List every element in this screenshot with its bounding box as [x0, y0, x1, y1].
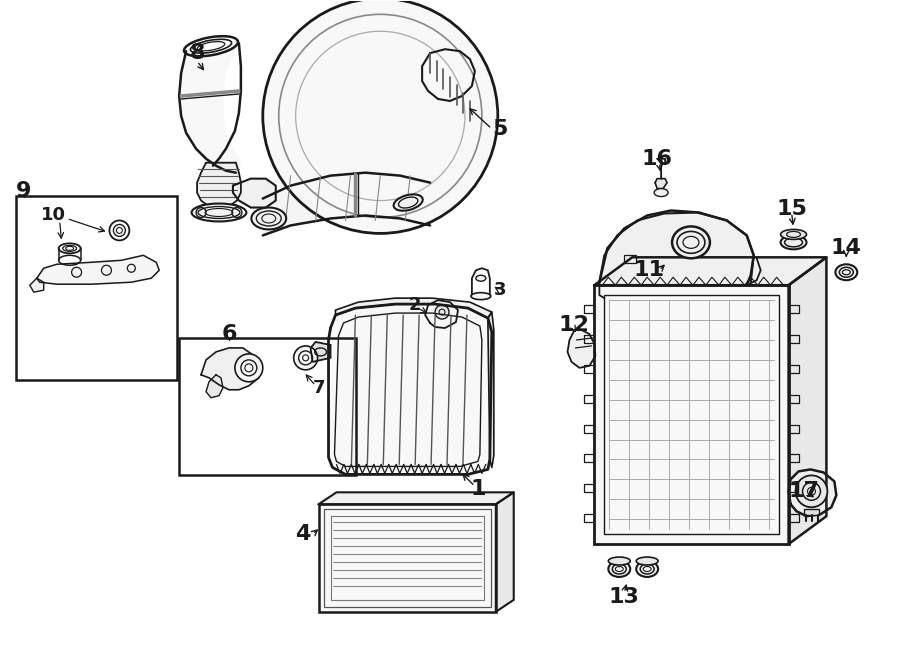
Polygon shape [233, 178, 275, 208]
Ellipse shape [476, 275, 486, 281]
Polygon shape [788, 469, 836, 516]
Circle shape [235, 354, 263, 382]
Text: 1: 1 [470, 479, 486, 499]
Ellipse shape [608, 561, 630, 577]
Bar [179, 338, 356, 475]
Ellipse shape [636, 557, 658, 565]
Ellipse shape [58, 243, 81, 253]
Ellipse shape [192, 204, 247, 221]
Ellipse shape [58, 255, 81, 265]
Ellipse shape [654, 188, 668, 196]
Polygon shape [201, 348, 261, 390]
Bar [594, 285, 788, 544]
Ellipse shape [636, 561, 658, 577]
Polygon shape [336, 298, 491, 318]
Text: 17: 17 [788, 481, 819, 501]
Text: 6: 6 [221, 324, 237, 344]
Polygon shape [263, 173, 430, 235]
Bar [804, 509, 819, 515]
Text: 11: 11 [634, 260, 665, 280]
Ellipse shape [835, 264, 858, 280]
Polygon shape [788, 257, 826, 544]
Polygon shape [568, 330, 596, 368]
Circle shape [435, 305, 449, 319]
Ellipse shape [251, 208, 286, 229]
Polygon shape [599, 210, 753, 285]
Polygon shape [425, 300, 458, 328]
Ellipse shape [393, 194, 423, 211]
Ellipse shape [780, 235, 806, 249]
Circle shape [263, 0, 498, 233]
Text: 13: 13 [608, 587, 640, 607]
Polygon shape [206, 375, 223, 398]
Polygon shape [37, 255, 159, 284]
Bar [323, 509, 490, 607]
Ellipse shape [672, 227, 710, 258]
Text: 16: 16 [642, 149, 672, 169]
Polygon shape [496, 492, 514, 612]
Bar [16, 196, 177, 380]
Ellipse shape [110, 221, 130, 241]
Text: 2: 2 [409, 296, 421, 314]
Bar [330, 516, 484, 600]
Ellipse shape [780, 229, 806, 239]
Text: 4: 4 [295, 524, 310, 544]
Polygon shape [319, 492, 514, 504]
Ellipse shape [471, 293, 491, 299]
Text: 3: 3 [493, 281, 506, 299]
Text: 7: 7 [312, 379, 325, 397]
Text: 14: 14 [831, 239, 862, 258]
Circle shape [796, 475, 827, 507]
Polygon shape [179, 41, 241, 173]
Text: 12: 12 [558, 315, 589, 335]
Polygon shape [422, 49, 475, 101]
Ellipse shape [184, 36, 238, 56]
Text: 9: 9 [16, 180, 32, 200]
Bar [319, 504, 496, 612]
Bar [604, 295, 778, 534]
Text: 5: 5 [492, 119, 508, 139]
Polygon shape [310, 342, 330, 362]
Polygon shape [30, 278, 44, 292]
Polygon shape [197, 163, 241, 208]
Text: 8: 8 [189, 43, 205, 63]
Ellipse shape [608, 557, 630, 565]
Bar [625, 255, 636, 263]
Polygon shape [488, 312, 494, 467]
Text: 15: 15 [776, 198, 807, 219]
Polygon shape [328, 304, 491, 475]
Polygon shape [655, 178, 667, 188]
Text: 10: 10 [41, 206, 67, 225]
Circle shape [293, 346, 318, 370]
Polygon shape [594, 257, 826, 285]
